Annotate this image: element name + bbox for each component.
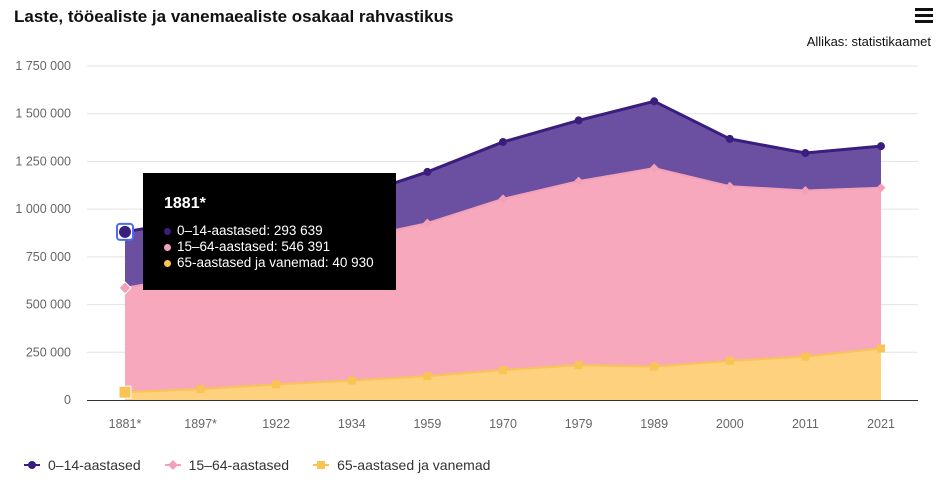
data-point-diamond	[422, 218, 432, 228]
data-point-circle	[499, 137, 507, 146]
tooltip-row-text: 15–64-aastased: 546 391	[177, 239, 331, 254]
x-tick-label: 1959	[413, 417, 441, 431]
data-point-diamond	[800, 185, 810, 195]
chart-tooltip: 1881* 0–14-aastased: 293 639 15–64-aasta…	[143, 173, 396, 290]
series-dot-icon	[164, 243, 171, 251]
y-tick-label: 1 250 000	[15, 154, 71, 168]
diamond-marker-icon	[164, 460, 181, 470]
legend-label: 0–14-aastased	[48, 457, 141, 473]
x-tick-label: 2021	[867, 417, 895, 431]
data-point-diamond	[876, 183, 886, 193]
y-tick-label: 500 000	[26, 298, 71, 312]
data-point-square	[650, 362, 659, 371]
chart-title: Laste, tööealiste ja vanemaealiste osaka…	[14, 7, 454, 26]
legend-item-0-14[interactable]: 0–14-aastased	[24, 457, 141, 473]
hamburger-menu-icon[interactable]	[915, 8, 933, 24]
data-point-circle	[119, 225, 131, 238]
y-tick-label: 1 500 000	[15, 107, 71, 121]
data-point-square	[877, 344, 885, 353]
x-tick-label: 2000	[716, 417, 744, 431]
x-tick-label: 1989	[640, 417, 668, 431]
y-tick-label: 0	[64, 393, 71, 407]
square-marker-icon	[313, 461, 330, 469]
circle-marker-icon	[24, 461, 40, 469]
source-label: Allikas: statistikaamet	[806, 34, 931, 49]
data-point-circle	[801, 149, 810, 158]
x-tick-label: 1934	[338, 417, 366, 431]
area-square	[125, 348, 881, 400]
legend-item-15-64[interactable]: 15–64-aastased	[164, 457, 290, 473]
data-point-circle	[574, 116, 583, 125]
data-point-diamond	[118, 281, 132, 295]
data-point-square	[423, 372, 432, 381]
data-point-diamond	[649, 163, 659, 173]
data-point-diamond	[574, 176, 584, 186]
x-tick-label: 1922	[262, 417, 290, 431]
data-point-circle	[423, 167, 432, 176]
legend-label: 15–64-aastased	[188, 457, 290, 473]
y-tick-label: 1 750 000	[15, 59, 71, 73]
x-tick-label: 1970	[489, 417, 517, 431]
series-dot-icon	[164, 227, 171, 235]
tooltip-row-0-14: 0–14-aastased: 293 639	[164, 223, 376, 239]
legend-label: 65-aastased ja vanemad	[337, 457, 491, 473]
data-point-square	[574, 361, 583, 370]
data-point-square	[196, 385, 205, 394]
tooltip-row-65-plus: 65-aastased ja vanemad: 40 930	[164, 255, 376, 271]
data-point-circle	[725, 134, 734, 143]
tooltip-row-15-64: 15–64-aastased: 546 391	[164, 239, 376, 255]
y-tick-label: 750 000	[26, 250, 71, 264]
y-tick-label: 1 000 000	[15, 202, 71, 216]
chart-legend: 0–14-aastased 15–64-aastased 65-aastased…	[24, 457, 514, 473]
series-dot-icon	[164, 259, 171, 267]
data-point-square	[347, 376, 356, 385]
x-tick-label: 1881*	[109, 417, 142, 431]
data-point-square	[499, 366, 507, 375]
x-tick-label: 1897*	[184, 417, 217, 431]
tooltip-title: 1881*	[164, 195, 206, 212]
data-point-diamond	[725, 181, 735, 191]
x-tick-label: 1979	[565, 417, 593, 431]
data-point-circle	[877, 142, 885, 151]
data-point-square	[725, 356, 734, 365]
data-point-diamond	[498, 194, 508, 204]
tooltip-row-text: 0–14-aastased: 293 639	[177, 223, 323, 238]
data-point-square	[118, 385, 132, 399]
area-diamond	[125, 168, 881, 393]
data-point-square	[272, 380, 281, 389]
legend-item-65-plus[interactable]: 65-aastased ja vanemad	[313, 457, 490, 473]
x-tick-label: 2011	[792, 417, 819, 431]
data-point-square	[801, 352, 810, 361]
y-tick-label: 250 000	[26, 345, 71, 359]
data-point-circle	[650, 97, 659, 106]
tooltip-row-text: 65-aastased ja vanemad: 40 930	[177, 255, 374, 270]
